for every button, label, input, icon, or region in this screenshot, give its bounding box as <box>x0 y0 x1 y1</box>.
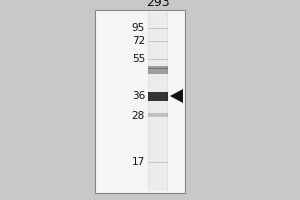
Text: 95: 95 <box>132 23 145 33</box>
Bar <box>148 92 168 101</box>
Text: 17: 17 <box>132 157 145 167</box>
Bar <box>148 113 168 116</box>
Polygon shape <box>170 89 183 103</box>
Text: 28: 28 <box>132 111 145 121</box>
Text: 72: 72 <box>132 36 145 46</box>
Bar <box>95 10 185 193</box>
Text: 36: 36 <box>132 91 145 101</box>
Bar <box>148 12 168 191</box>
Bar <box>149 12 167 191</box>
Bar <box>148 68 168 71</box>
Text: 293: 293 <box>146 0 170 9</box>
Bar <box>148 71 168 74</box>
Bar <box>148 66 168 69</box>
Text: 55: 55 <box>132 54 145 64</box>
